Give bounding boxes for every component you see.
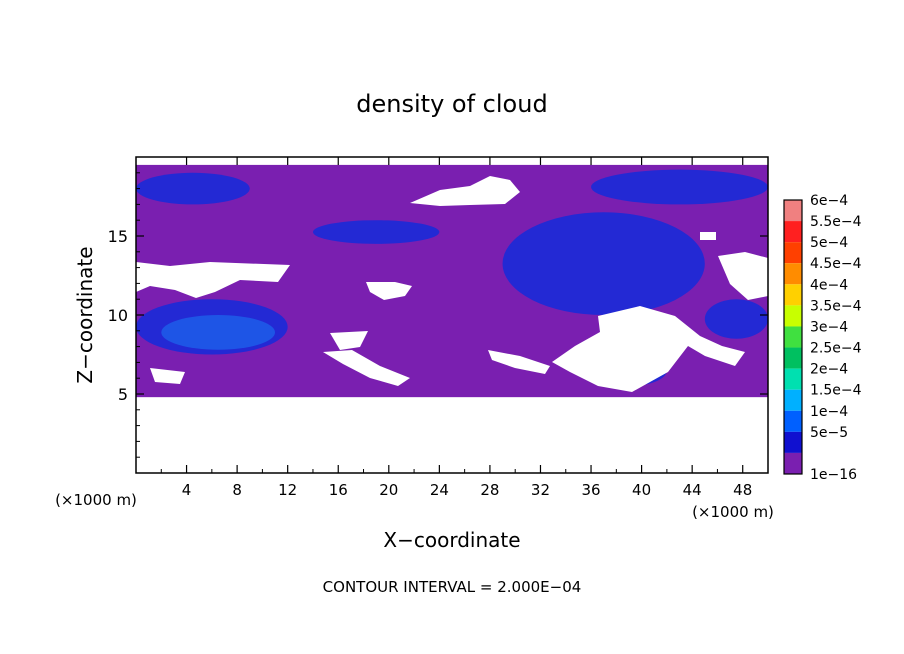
- colorbar-label: 2e−4: [810, 362, 848, 378]
- y-tick-label: 10: [108, 306, 128, 325]
- colorbar-label: 5e−4: [810, 235, 848, 251]
- colorbar-swatch: [784, 410, 802, 432]
- colorbar-label: 5e−5: [810, 425, 848, 441]
- x-unit-left: (×1000 m): [55, 491, 137, 509]
- x-tick-label: 8: [232, 481, 242, 499]
- cloud-free-region: [410, 176, 520, 206]
- x-tick-label: 40: [632, 481, 651, 499]
- field-region: [136, 172, 250, 205]
- colorbar-swatch: [784, 305, 802, 327]
- colorbar-swatch: [784, 347, 802, 369]
- colorbar-swatch: [784, 284, 802, 306]
- x-tick-label: 44: [683, 481, 702, 499]
- colorbar-swatch: [784, 242, 802, 264]
- cloud-free-region: [700, 232, 716, 240]
- colorbar-swatch: [784, 326, 802, 348]
- colorbar-label: 3e−4: [810, 319, 848, 335]
- cloud-free-region: [330, 331, 368, 350]
- field-region: [704, 299, 768, 339]
- colorbar-frame: [783, 199, 803, 475]
- colorbar-label: 5.5e−4: [810, 214, 862, 230]
- field-region: [161, 315, 276, 350]
- field-region: [312, 220, 440, 244]
- chart-title: density of cloud: [356, 90, 547, 118]
- x-tick-label: 12: [278, 481, 297, 499]
- colorbar-swatch: [784, 368, 802, 390]
- x-tick-label: 20: [379, 481, 398, 499]
- cloud-free-regions: [136, 176, 768, 392]
- cloud-free-region: [552, 306, 745, 392]
- x-unit-right: (×1000 m): [692, 503, 774, 521]
- x-tick-label: 36: [581, 481, 600, 499]
- colorbar-label: 1e−16: [810, 467, 857, 483]
- cloud-free-region: [366, 282, 412, 300]
- cloud-free-region: [718, 252, 768, 300]
- cloud-free-region: [323, 350, 410, 386]
- colorbar: 6e−4 5.5e−4 5e−4 4.5e−4 4e−4 3.5e−4 3e−4 2.5e−4…: [783, 193, 862, 483]
- x-tick-label: 4: [182, 481, 192, 499]
- cloud-free-region: [150, 368, 185, 384]
- y-tick-label: 5: [118, 385, 128, 404]
- x-tick-label: 28: [480, 481, 499, 499]
- x-tick-label: 16: [329, 481, 348, 499]
- x-axis-label: X−coordinate: [383, 528, 520, 552]
- colorbar-swatch: [784, 431, 802, 453]
- cloud-free-region: [488, 350, 550, 374]
- y-tick-label: 15: [108, 227, 128, 246]
- colorbar-label: 1.5e−4: [810, 383, 862, 399]
- axis-ticks: [136, 157, 768, 473]
- colorbar-label: 2.5e−4: [810, 341, 862, 357]
- colorbar-swatch: [784, 263, 802, 285]
- field-region: [502, 212, 705, 315]
- x-tick-label: 32: [531, 481, 550, 499]
- colorbar-label: 3.5e−4: [810, 298, 862, 314]
- colorbar-label: 4.5e−4: [810, 256, 862, 272]
- colorbar-label: 6e−4: [810, 193, 848, 209]
- colorbar-label: 4e−4: [810, 277, 848, 293]
- cloud-free-region: [136, 262, 290, 298]
- contour-interval-note: CONTOUR INTERVAL = 2.000E−04: [323, 578, 582, 596]
- colorbar-swatch: [784, 200, 802, 222]
- x-tick-label: 48: [733, 481, 752, 499]
- colorbar-swatch: [784, 221, 802, 243]
- y-axis-label: Z−coordinate: [73, 246, 97, 383]
- colorbar-swatch: [784, 452, 802, 474]
- field-region: [591, 169, 768, 205]
- colorbar-label: 1e−4: [810, 404, 848, 420]
- x-tick-label: 24: [430, 481, 449, 499]
- colorbar-swatch: [784, 389, 802, 411]
